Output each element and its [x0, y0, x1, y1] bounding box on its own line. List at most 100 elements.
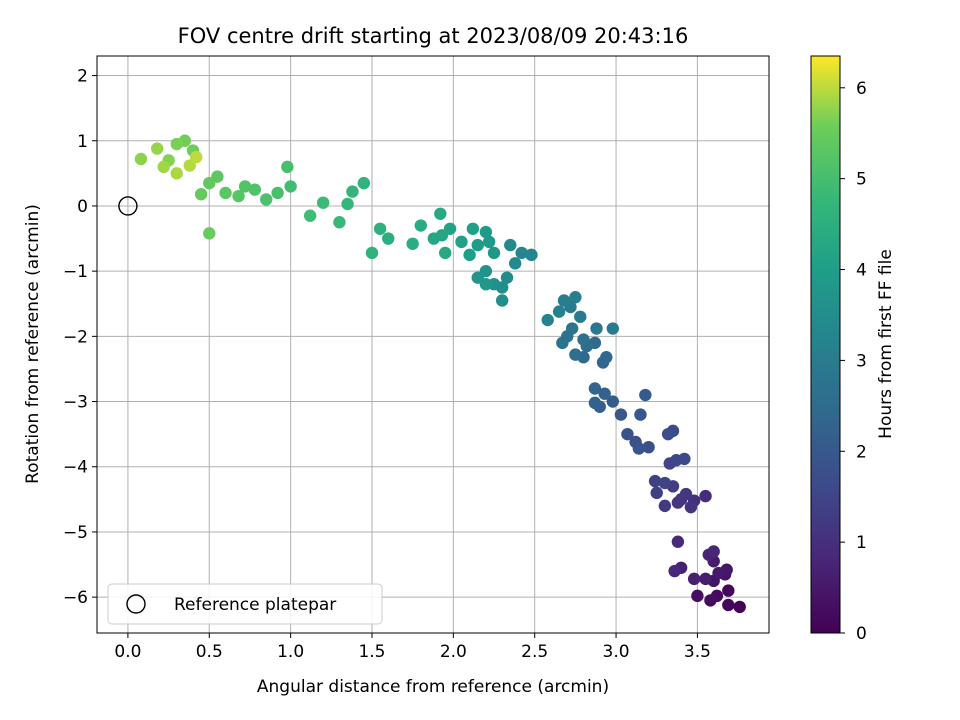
scatter-point: [463, 248, 476, 262]
scatter-point: [634, 408, 647, 421]
x-tick-label: 1.5: [358, 642, 385, 662]
scatter-point: [588, 396, 602, 410]
scatter-point: [671, 535, 685, 548]
scatter-point: [365, 246, 379, 260]
scatter-point: [151, 142, 164, 155]
scatter-point: [482, 235, 496, 249]
y-tick-label: −6: [63, 588, 88, 608]
scatter-point: [170, 167, 183, 180]
y-tick-label: −3: [63, 393, 88, 413]
scatter-point: [203, 227, 216, 240]
scatter-point: [642, 440, 655, 454]
colorbar-tick-label: 5: [856, 170, 867, 190]
scatter-point: [219, 186, 232, 200]
scatter-point: [170, 137, 183, 151]
scatter-point: [357, 176, 371, 190]
y-tick-label: 1: [77, 132, 88, 152]
scatter-point: [541, 313, 554, 327]
legend: Reference platepar: [107, 583, 383, 625]
scatter-point: [679, 487, 693, 501]
scatter-point: [722, 584, 735, 597]
x-tick-label: 2.0: [440, 642, 467, 662]
scatter-point: [678, 452, 691, 466]
scatter-point: [479, 277, 493, 291]
scatter-point: [508, 257, 522, 270]
scatter-point: [203, 176, 216, 190]
scatter-point: [590, 322, 603, 335]
scatter-point: [733, 600, 746, 614]
scatter-point: [238, 180, 252, 193]
scatter-point: [707, 545, 720, 558]
scatter-point: [648, 474, 662, 488]
scatter-point: [722, 598, 735, 612]
scatter-point: [500, 271, 514, 284]
x-tick-label: 2.5: [521, 642, 548, 662]
plot-frame: [96, 55, 770, 634]
scatter-point: [577, 333, 590, 346]
colorbar-tick-label: 6: [856, 79, 867, 99]
y-tick-label: −2: [63, 327, 88, 347]
scatter-point: [346, 185, 359, 198]
scatter-point: [232, 189, 245, 203]
colorbar-tick-label: 3: [856, 351, 867, 371]
scatter-point: [303, 209, 317, 222]
scatter-point: [687, 572, 701, 586]
scatter-point: [427, 232, 441, 245]
colorbar-tick-label: 0: [856, 624, 867, 644]
scatter-point: [569, 348, 582, 361]
x-ticks: 0.0 0.5 1.0 1.5 2.0 2.5 3.0 3.5: [114, 633, 711, 662]
colorbar-ticks: 0 1 2 3 4 5 6: [840, 79, 867, 644]
legend-box: [107, 583, 383, 625]
scatter-point: [183, 159, 196, 172]
scatter-point: [281, 160, 294, 174]
scatter-point: [504, 238, 517, 252]
x-tick-label: 3.5: [684, 642, 711, 662]
scatter-point: [639, 388, 652, 402]
scatter-point: [691, 589, 704, 603]
data-points: [134, 134, 746, 614]
colorbar-tick-label: 4: [856, 261, 867, 281]
scatter-point: [650, 486, 663, 500]
legend-marker: [126, 594, 146, 614]
scatter-point: [658, 499, 672, 513]
colorbar-frame: [810, 55, 841, 634]
scatter-point: [414, 219, 427, 232]
scatter-point: [471, 238, 484, 252]
x-tick-label: 3.0: [603, 642, 630, 662]
scatter-point: [194, 188, 208, 201]
scatter-point: [569, 291, 582, 304]
y-axis-label: Rotation from reference (arcmin): [23, 204, 43, 484]
scatter-point: [704, 594, 717, 607]
scatter-point: [487, 246, 501, 260]
reference-platepar-marker: [118, 196, 138, 216]
scatter-point: [552, 305, 566, 318]
scatter-point: [598, 387, 611, 400]
scatter-point: [658, 476, 672, 490]
scatter-point: [373, 222, 387, 235]
scatter-point: [157, 160, 170, 174]
scatter-point: [606, 322, 619, 335]
x-tick-label: 0.5: [196, 642, 223, 662]
scatter-point: [316, 196, 330, 209]
y-tick-label: −1: [63, 262, 88, 282]
chart-title: FOV centre drift starting at 2023/08/09 …: [178, 24, 689, 48]
scatter-point: [614, 408, 628, 421]
colorbar-tick-label: 2: [856, 442, 867, 462]
y-tick-label: −4: [63, 458, 88, 478]
scatter-point: [684, 500, 698, 514]
scatter-point: [406, 237, 419, 250]
y-tick-label: −5: [63, 523, 88, 543]
scatter-point: [341, 197, 354, 211]
scatter-point: [699, 489, 712, 503]
scatter-point: [556, 336, 569, 350]
scatter-point: [525, 248, 538, 262]
x-tick-label: 0.0: [114, 642, 141, 662]
y-ticks: −6 −5 −4 −3 −2 −1 0 1 2: [63, 67, 97, 608]
y-tick-label: 0: [77, 197, 88, 217]
scatter-point: [671, 496, 685, 509]
scatter-point: [190, 150, 203, 164]
scatter-point: [600, 351, 613, 364]
scatter-point: [557, 294, 571, 307]
legend-label: Reference platepar: [174, 595, 336, 615]
scatter-point: [271, 186, 284, 200]
